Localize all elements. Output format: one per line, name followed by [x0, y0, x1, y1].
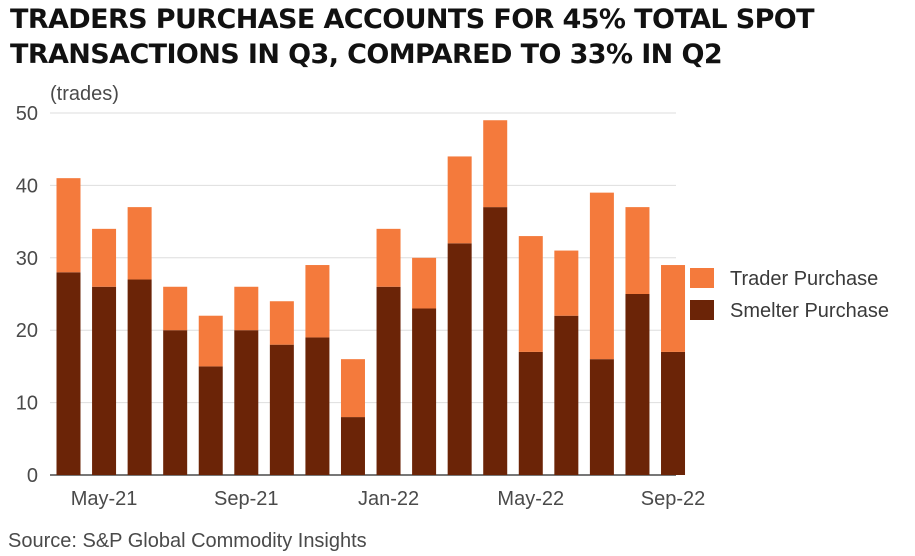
bar-smelter-purchase — [340, 417, 365, 475]
legend: Trader Purchase Smelter Purchase — [690, 268, 889, 322]
x-tick-label: May-22 — [497, 488, 564, 510]
y-tick-label: 0 — [27, 465, 38, 487]
bar-smelter-purchase — [269, 344, 294, 475]
chart-title: TRADERS PURCHASE ACCOUNTS FOR 45% TOTAL … — [10, 2, 900, 72]
y-tick-label: 50 — [16, 103, 38, 125]
bar-smelter-purchase — [163, 330, 188, 475]
bar-trader-purchase — [483, 120, 508, 208]
bar-smelter-purchase — [127, 279, 152, 475]
chart-title-line-1: TRADERS PURCHASE ACCOUNTS FOR 45% TOTAL … — [10, 4, 815, 35]
bar-trader-purchase — [589, 192, 614, 360]
y-axis-ticks: 0 10 20 30 40 50 — [16, 103, 38, 487]
bar-smelter-purchase — [56, 272, 81, 475]
bar-trader-purchase — [554, 250, 579, 316]
bar-trader-purchase — [127, 207, 152, 280]
y-tick-label: 40 — [16, 175, 38, 197]
bar-trader-purchase — [234, 286, 259, 331]
y-tick-label: 30 — [16, 248, 38, 270]
legend-swatch — [690, 300, 714, 320]
bar-smelter-purchase — [198, 366, 223, 475]
bar-trader-purchase — [269, 301, 294, 345]
x-tick-label: May-21 — [71, 488, 138, 510]
bar-trader-purchase — [661, 265, 686, 352]
bars — [56, 120, 686, 475]
bar-trader-purchase — [625, 207, 650, 294]
legend-swatch — [690, 268, 714, 288]
chart-title-line-2: TRANSACTIONS IN Q3, COMPARED TO 33% IN Q… — [10, 39, 723, 70]
bar-smelter-purchase — [661, 351, 686, 475]
bar-smelter-purchase — [305, 337, 330, 475]
y-tick-label: 10 — [16, 393, 38, 415]
x-axis-ticks: May-21 Sep-21 Jan-22 May-22 Sep-22 — [71, 488, 706, 510]
bar-trader-purchase — [163, 286, 188, 331]
bar-trader-purchase — [340, 359, 365, 418]
bar-trader-purchase — [305, 265, 330, 338]
source-note: Source: S&P Global Commodity Insights — [8, 530, 367, 552]
x-tick-label: Sep-21 — [214, 488, 279, 510]
bar-smelter-purchase — [518, 351, 543, 475]
bar-smelter-purchase — [554, 315, 579, 475]
bar-smelter-purchase — [376, 286, 401, 475]
bar-trader-purchase — [198, 315, 223, 367]
bar-trader-purchase — [447, 156, 472, 244]
bar-trader-purchase — [92, 228, 117, 287]
bar-smelter-purchase — [234, 330, 259, 475]
legend-label: Smelter Purchase — [730, 300, 889, 322]
bar-smelter-purchase — [589, 359, 614, 475]
x-tick-label: Sep-22 — [641, 488, 706, 510]
bar-smelter-purchase — [412, 308, 437, 475]
bar-smelter-purchase — [92, 286, 117, 475]
x-tick-label: Jan-22 — [358, 488, 419, 510]
bar-smelter-purchase — [483, 207, 508, 475]
bar-trader-purchase — [412, 257, 437, 309]
bar-trader-purchase — [56, 178, 81, 273]
bar-trader-purchase — [518, 236, 543, 352]
y-axis-label: (trades) — [50, 83, 119, 105]
bar-smelter-purchase — [625, 294, 650, 475]
legend-label: Trader Purchase — [730, 268, 878, 290]
bar-trader-purchase — [376, 228, 401, 287]
bar-smelter-purchase — [447, 243, 472, 475]
y-tick-label: 20 — [16, 320, 38, 342]
